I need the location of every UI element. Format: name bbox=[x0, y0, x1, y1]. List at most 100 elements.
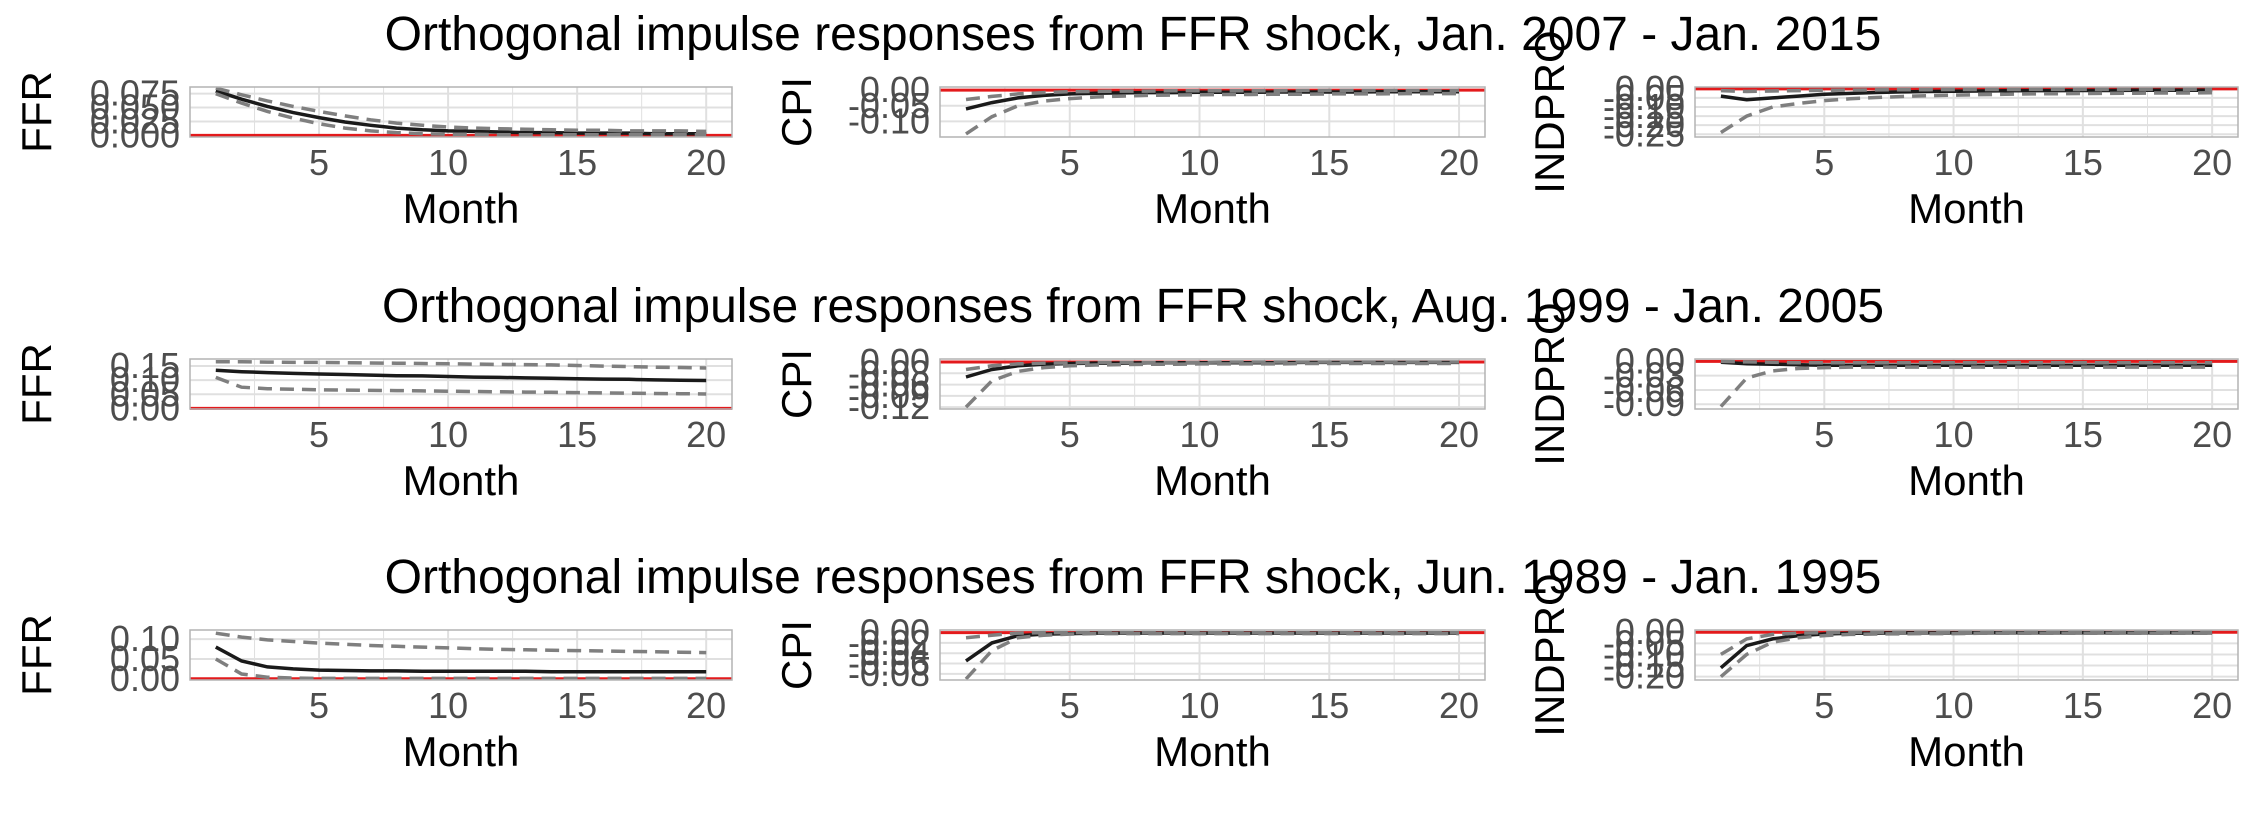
upper-band-line bbox=[215, 360, 707, 370]
lower-band-line bbox=[215, 92, 707, 137]
lower-band-line bbox=[964, 631, 1459, 681]
response-line bbox=[1720, 360, 2213, 367]
y-tick-label: 0.00 bbox=[860, 612, 930, 653]
y-tick-label: 0.10 bbox=[110, 618, 180, 659]
y-tick-label: 0.00 bbox=[860, 69, 930, 110]
upper-band-line bbox=[965, 360, 1459, 372]
panel-ffr: 5 10 15 20 0.000.050.100.15 Month FFR bbox=[13, 343, 733, 504]
y-tick-label: 0.00 bbox=[860, 341, 930, 382]
y-tick-label: 0.075 bbox=[90, 73, 180, 114]
upper-band-line bbox=[215, 86, 707, 134]
x-tick-label: 5 bbox=[309, 142, 329, 183]
y-tick-label: -0.05 bbox=[1603, 77, 1685, 118]
x-tick-label: 5 bbox=[1814, 142, 1834, 183]
panel-border bbox=[939, 358, 1486, 410]
upper-band-line bbox=[965, 88, 1459, 102]
lower-band-line bbox=[964, 361, 1459, 409]
x-tick-label: 10 bbox=[1180, 685, 1220, 726]
y-axis-label: INDPRO bbox=[1526, 30, 1573, 193]
x-axis-label: Month bbox=[403, 728, 520, 775]
panel-border bbox=[189, 86, 733, 138]
x-axis-label: Month bbox=[1154, 185, 1271, 232]
x-tick-label: 10 bbox=[428, 142, 468, 183]
y-axis-label: INDPRO bbox=[1526, 302, 1573, 465]
x-tick-label: 15 bbox=[1309, 414, 1349, 455]
x-tick-label: 15 bbox=[1309, 685, 1349, 726]
y-axis-label: CPI bbox=[773, 620, 820, 690]
y-tick-label: 0.00 bbox=[110, 658, 180, 699]
x-tick-label: 15 bbox=[2063, 414, 2103, 455]
panel-border bbox=[1694, 86, 2239, 138]
x-tick-label: 10 bbox=[1180, 142, 1220, 183]
y-tick-label: -0.06 bbox=[1603, 369, 1685, 410]
y-tick-label: -0.06 bbox=[848, 643, 930, 684]
y-tick-label: -0.05 bbox=[1603, 622, 1685, 663]
x-tick-label: 20 bbox=[1439, 414, 1479, 455]
x-tick-label: 20 bbox=[2192, 685, 2232, 726]
y-tick-label: -0.15 bbox=[1603, 645, 1685, 686]
panel-cpi: 5 10 15 20 0.00-0.05-0.10 Month CPI bbox=[773, 69, 1486, 232]
x-axis-label: Month bbox=[1908, 185, 2025, 232]
response-line bbox=[215, 368, 707, 383]
y-tick-label: 0.10 bbox=[110, 359, 180, 400]
y-tick-label: 0.05 bbox=[110, 638, 180, 679]
panel-cpi: 5 10 15 20 0.00-0.02-0.04-0.06-0.08 Month CPI bbox=[773, 612, 1486, 775]
y-tick-label: 0.15 bbox=[110, 345, 180, 386]
x-tick-label: 5 bbox=[1060, 142, 1080, 183]
x-tick-label: 10 bbox=[428, 414, 468, 455]
y-tick-label: 0.00 bbox=[110, 387, 180, 428]
x-axis-label: Month bbox=[1154, 728, 1271, 775]
panel-indpro: 5 10 15 20 0.00-0.05-0.10-0.15-0.20-0.25 Mont… bbox=[1526, 30, 2239, 232]
x-tick-label: 10 bbox=[1180, 414, 1220, 455]
chart-row-2: Orthogonal impulse responses from FFR sh… bbox=[13, 280, 2239, 504]
x-tick-label: 5 bbox=[1814, 414, 1834, 455]
x-axis-label: Month bbox=[1908, 728, 2025, 775]
y-tick-label: -0.10 bbox=[848, 100, 930, 141]
x-tick-label: 10 bbox=[1934, 414, 1974, 455]
y-tick-label: -0.04 bbox=[848, 632, 930, 673]
x-tick-label: 15 bbox=[2063, 685, 2103, 726]
y-tick-label: 0.000 bbox=[90, 114, 180, 155]
y-tick-label: 0.00 bbox=[1615, 68, 1685, 109]
y-tick-label: -0.12 bbox=[848, 386, 930, 427]
x-tick-label: 10 bbox=[428, 685, 468, 726]
chart-title: Orthogonal impulse responses from FFR sh… bbox=[385, 8, 1882, 61]
y-tick-label: -0.10 bbox=[1603, 633, 1685, 674]
x-tick-label: 20 bbox=[686, 685, 726, 726]
x-tick-label: 20 bbox=[686, 142, 726, 183]
x-tick-label: 15 bbox=[557, 414, 597, 455]
y-axis-label: FFR bbox=[13, 614, 60, 696]
x-tick-label: 5 bbox=[309, 685, 329, 726]
x-tick-label: 20 bbox=[1439, 142, 1479, 183]
x-tick-label: 15 bbox=[1309, 142, 1349, 183]
y-tick-label: -0.03 bbox=[1603, 355, 1685, 396]
x-tick-label: 5 bbox=[1060, 414, 1080, 455]
x-tick-label: 5 bbox=[1060, 685, 1080, 726]
y-axis-label: FFR bbox=[13, 343, 60, 425]
lower-band-line bbox=[1719, 631, 2213, 679]
x-axis-label: Month bbox=[403, 185, 520, 232]
x-tick-label: 20 bbox=[2192, 142, 2232, 183]
x-tick-label: 10 bbox=[1934, 142, 1974, 183]
y-tick-label: -0.10 bbox=[1603, 86, 1685, 127]
y-tick-label: 0.00 bbox=[1615, 611, 1685, 652]
y-tick-label: -0.15 bbox=[1603, 95, 1685, 136]
y-tick-label: -0.09 bbox=[848, 375, 930, 416]
y-axis-label: FFR bbox=[13, 71, 60, 153]
x-tick-label: 15 bbox=[557, 685, 597, 726]
lower-band-line bbox=[214, 657, 707, 681]
y-tick-label: -0.02 bbox=[848, 622, 930, 663]
upper-band-line bbox=[1720, 87, 2213, 94]
upper-band-line bbox=[1719, 630, 2213, 656]
chart-title: Orthogonal impulse responses from FFR sh… bbox=[382, 280, 1884, 333]
y-tick-label: -0.08 bbox=[848, 653, 930, 694]
upper-band-line bbox=[965, 630, 1459, 640]
x-axis-label: Month bbox=[1908, 457, 2025, 504]
y-tick-label: 0.05 bbox=[110, 373, 180, 414]
x-tick-label: 5 bbox=[1814, 685, 1834, 726]
panel-border bbox=[939, 86, 1486, 138]
x-tick-label: 20 bbox=[2192, 414, 2232, 455]
x-tick-label: 15 bbox=[557, 142, 597, 183]
